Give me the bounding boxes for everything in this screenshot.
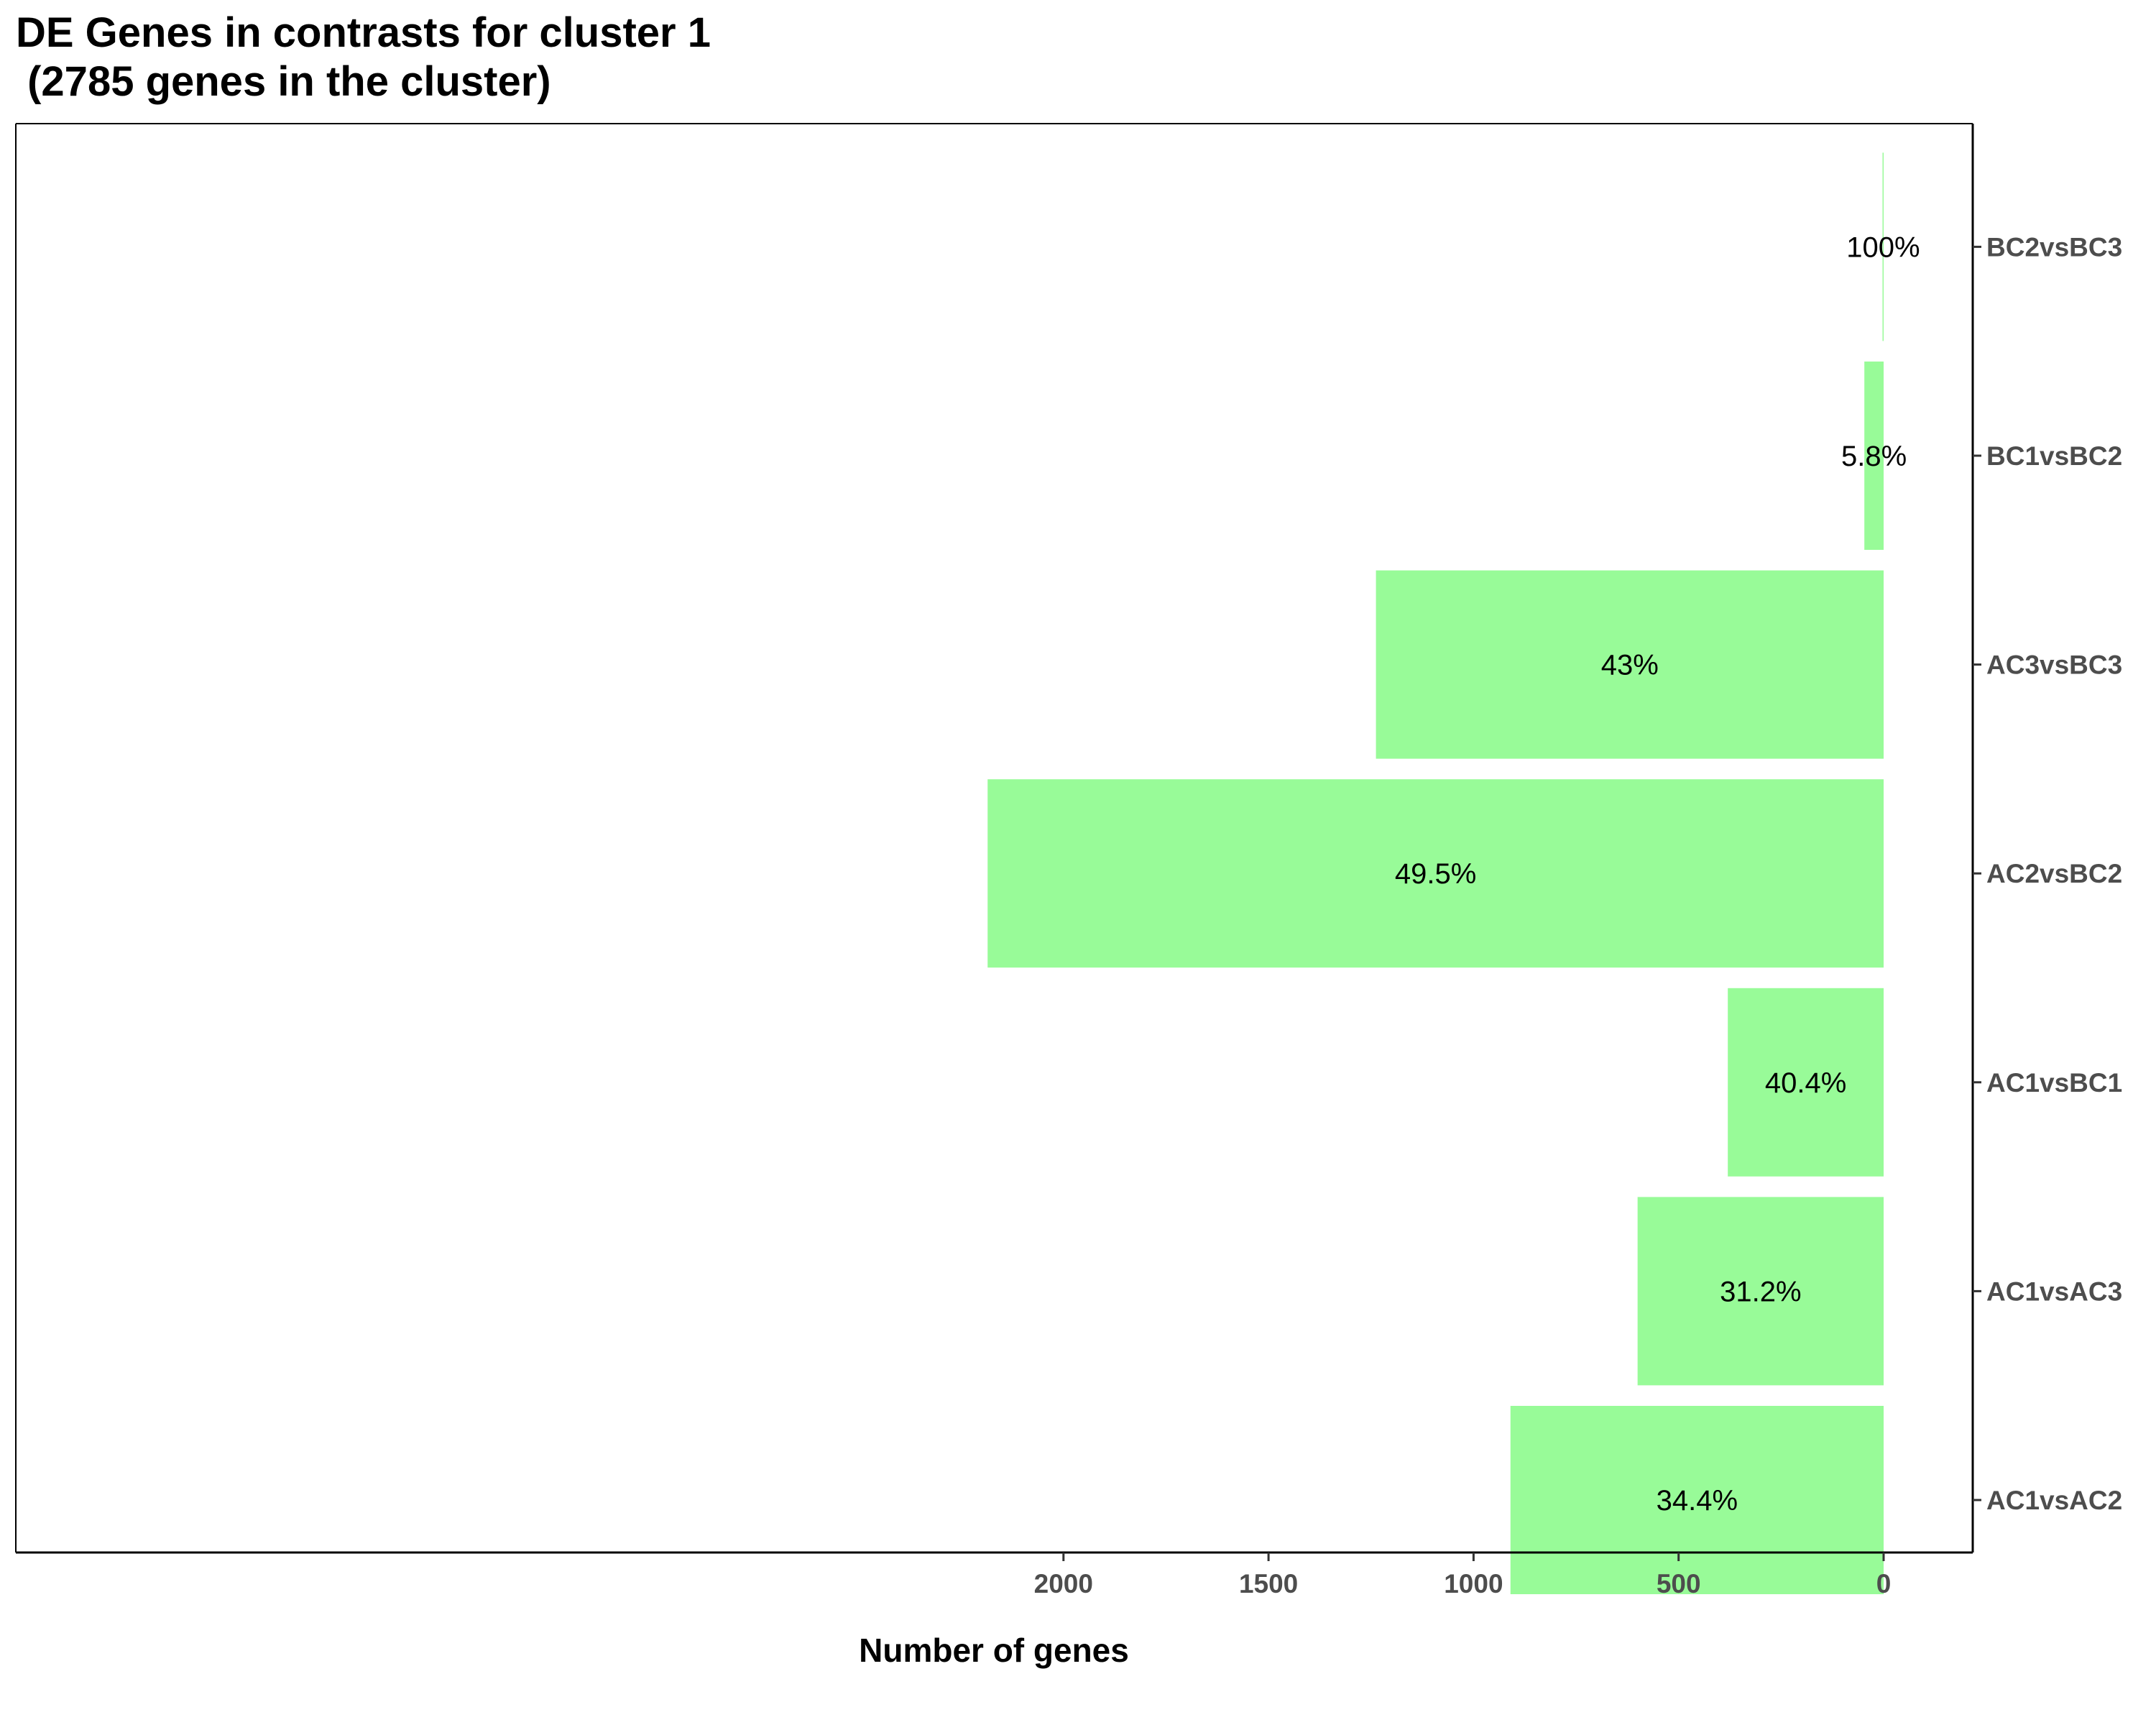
chart-title-line-1: DE Genes in contrasts for cluster 1 xyxy=(16,9,711,56)
x-tick-label-500: 500 xyxy=(1657,1569,1701,1598)
y-tick-label-AC1vsAC2: AC1vsAC2 xyxy=(1986,1486,2122,1515)
y-tick-label-AC3vsBC3: AC3vsBC3 xyxy=(1986,650,2122,680)
bar-label-AC1vsAC3: 31.2% xyxy=(1720,1276,1801,1307)
y-axis-ticks: AC1vsAC2 AC1vsAC3 AC1vsBC1 AC2vsBC2 AC3vsBC3… xyxy=(1973,232,2122,1515)
y-tick-label-AC1vsAC3: AC1vsAC3 xyxy=(1986,1276,2122,1306)
x-tick-label-2000: 2000 xyxy=(1034,1569,1093,1598)
bar-label-BC1vsBC2: 5.8% xyxy=(1841,441,1907,472)
bar-label-AC1vsAC2: 34.4% xyxy=(1657,1485,1738,1517)
bar-label-AC2vsBC2: 49.5% xyxy=(1395,858,1476,890)
x-tick-label-0: 0 xyxy=(1876,1569,1892,1598)
bars xyxy=(987,152,1884,1594)
bar-label-BC2vsBC3: 100% xyxy=(1846,231,1920,263)
bar-AC3vsBC3 xyxy=(1376,570,1884,759)
chart-title-line-2: (2785 genes in the cluster) xyxy=(16,58,551,105)
bar-labels: 34.4% 31.2% 40.4% 49.5% 43% 5.8% 100% xyxy=(1395,231,1920,1517)
bar-AC2vsBC2 xyxy=(987,779,1884,968)
bar-AC1vsAC3 xyxy=(1637,1197,1884,1386)
bar-AC1vsBC1 xyxy=(1728,988,1884,1177)
x-axis-title: Number of genes xyxy=(859,1632,1129,1669)
bar-BC2vsBC3 xyxy=(1882,152,1884,341)
bar-label-AC3vsBC3: 43% xyxy=(1601,650,1659,681)
x-tick-label-1000: 1000 xyxy=(1444,1569,1503,1598)
bar-BC1vsBC2 xyxy=(1864,362,1884,550)
y-tick-label-AC2vsBC2: AC2vsBC2 xyxy=(1986,859,2122,888)
bar-label-AC1vsBC1: 40.4% xyxy=(1765,1067,1846,1099)
x-axis-ticks: 2000 1500 1000 500 0 xyxy=(1034,1552,1892,1598)
y-tick-label-BC1vsBC2: BC1vsBC2 xyxy=(1986,441,2122,471)
chart-title: DE Genes in contrasts for cluster 1 (278… xyxy=(16,9,711,106)
bar-AC1vsAC2 xyxy=(1510,1406,1884,1594)
x-tick-label-1500: 1500 xyxy=(1239,1569,1298,1598)
y-tick-label-BC2vsBC3: BC2vsBC3 xyxy=(1986,232,2122,262)
y-tick-label-AC1vsBC1: AC1vsBC1 xyxy=(1986,1068,2122,1098)
